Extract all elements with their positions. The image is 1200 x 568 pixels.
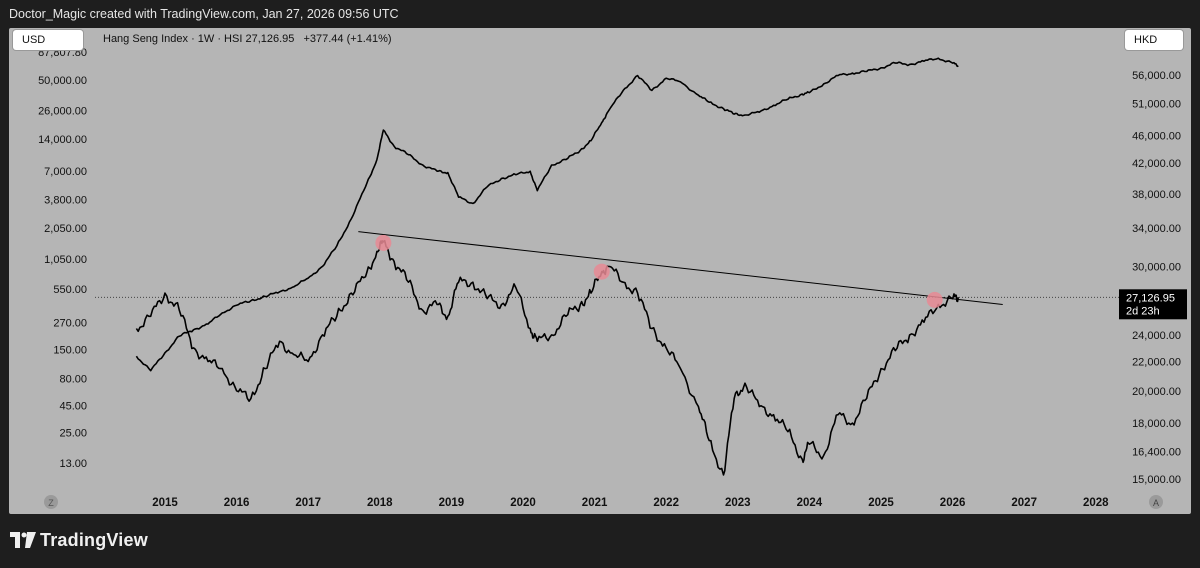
- touch-point-marker: [926, 291, 943, 308]
- right-tick-label: 51,000.00: [1132, 99, 1181, 111]
- scale-z-icon-label: Z: [48, 498, 54, 508]
- overlay-series-line: [135, 57, 959, 372]
- x-tick-label: 2018: [367, 497, 393, 509]
- hsi-series-line: [135, 239, 960, 476]
- left-tick-label: 80.00: [59, 374, 87, 386]
- x-tick-label: 2027: [1011, 497, 1037, 509]
- x-tick-label: 2015: [152, 497, 178, 509]
- left-tick-label: 25.00: [59, 428, 87, 440]
- right-tick-label: 38,000.00: [1132, 189, 1181, 201]
- x-tick-label: 2020: [510, 497, 536, 509]
- right-tick-label: 22,000.00: [1132, 357, 1181, 369]
- x-tick-label: 2021: [582, 497, 608, 509]
- left-top-label: 87,807.80: [38, 47, 87, 59]
- footer: TradingView: [0, 514, 1200, 568]
- legend-last: 27,126.95: [245, 33, 295, 45]
- right-tick-label: 34,000.00: [1132, 223, 1181, 235]
- x-tick-label: 2019: [439, 497, 465, 509]
- last-price-box: [1119, 289, 1187, 320]
- left-tick-label: 2,050.00: [44, 223, 87, 235]
- left-tick-label: 150.00: [53, 345, 87, 357]
- right-tick-label: 46,000.00: [1132, 130, 1181, 142]
- right-tick-label: 16,400.00: [1132, 447, 1181, 459]
- right-tick-label: 42,000.00: [1132, 158, 1181, 170]
- tradingview-logo-icon: [10, 532, 36, 548]
- left-tick-label: 1,050.00: [44, 254, 87, 266]
- attribution-bar: Doctor_Magic created with TradingView.co…: [0, 0, 1200, 28]
- x-tick-label: 2023: [725, 497, 751, 509]
- last-price-label: 27,126.95: [1126, 292, 1175, 304]
- left-tick-label: 14,000.00: [38, 134, 87, 146]
- legend-change: +377.44 (+1.41%): [303, 33, 392, 45]
- left-tick-label: 13.00: [59, 458, 87, 470]
- right-tick-label: 15,000.00: [1132, 474, 1181, 486]
- auto-scale-icon: [1149, 495, 1163, 509]
- resistance-trendline: [358, 231, 1003, 305]
- bar-countdown-label: 2d 23h: [1126, 305, 1160, 317]
- right-currency-button[interactable]: HKD: [1125, 30, 1183, 50]
- left-currency-button[interactable]: USD: [13, 30, 83, 50]
- chart-svg[interactable]: 2015 2016 2017 2018 2019 2020 2021 2022 2023 2024…: [9, 28, 1191, 514]
- left-tick-label: 7,000.00: [44, 166, 87, 178]
- right-tick-label: 56,000.00: [1132, 70, 1181, 82]
- x-tick-label: 2028: [1083, 497, 1109, 509]
- attribution-text: Doctor_Magic created with TradingView.co…: [9, 7, 399, 21]
- right-tick-label: 20,000.00: [1132, 386, 1181, 398]
- left-tick-label: 26,000.00: [38, 105, 87, 117]
- right-tick-label: 30,000.00: [1132, 261, 1181, 273]
- left-tick-label: 50,000.00: [38, 75, 87, 87]
- auto-scale-icon-label: A: [1153, 498, 1159, 508]
- x-tick-label: 2025: [868, 497, 894, 509]
- x-tick-label: 2026: [940, 497, 966, 509]
- right-tick-label: 24,000.00: [1132, 330, 1181, 342]
- touch-point-marker: [593, 263, 610, 280]
- scale-z-icon: [44, 495, 58, 509]
- left-tick-label: 45.00: [59, 400, 87, 412]
- chart-pane[interactable]: 2015 2016 2017 2018 2019 2020 2021 2022 2023 2024…: [9, 28, 1191, 514]
- legend-symbol: Hang Seng Index · 1W · HSI: [103, 33, 243, 45]
- x-tick-label: 2016: [224, 497, 250, 509]
- left-tick-label: 550.00: [53, 284, 87, 296]
- x-tick-label: 2022: [653, 497, 679, 509]
- left-tick-label: 3,800.00: [44, 195, 87, 207]
- chart-legend: Hang Seng Index · 1W · HSI 27,126.95 +37…: [103, 33, 392, 45]
- x-tick-label: 2017: [295, 497, 321, 509]
- tradingview-brand[interactable]: TradingView: [10, 530, 148, 551]
- touch-point-marker: [375, 234, 392, 251]
- right-tick-label: 18,000.00: [1132, 418, 1181, 430]
- brand-text: TradingView: [40, 530, 148, 550]
- left-tick-label: 270.00: [53, 317, 87, 329]
- x-tick-label: 2024: [797, 497, 823, 509]
